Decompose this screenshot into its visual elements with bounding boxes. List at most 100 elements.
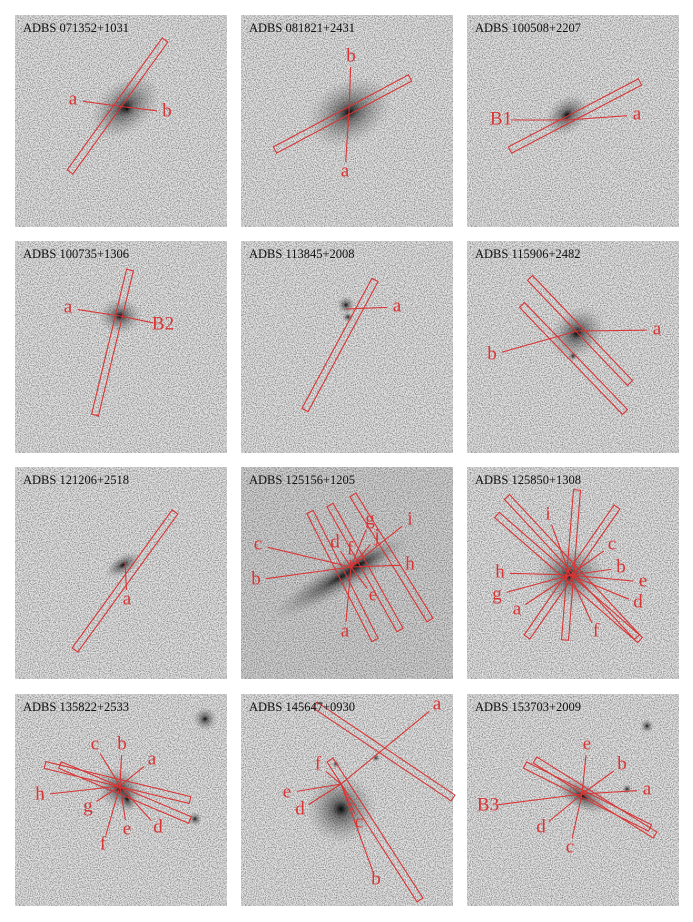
slit-label: a — [341, 160, 350, 181]
galaxy — [119, 101, 135, 117]
slit-label: f — [593, 620, 600, 641]
slit-label: c — [355, 811, 363, 832]
slit-label: a — [341, 620, 350, 641]
pointer-line — [119, 765, 145, 787]
slit — [272, 74, 413, 154]
slit-label: a — [643, 778, 652, 799]
panel: ADBS 100735+1306 a B2 — [15, 241, 227, 453]
pointer-line — [345, 306, 388, 310]
galaxy — [544, 93, 590, 137]
pointer-line — [501, 330, 578, 353]
slit-label: e — [123, 818, 131, 839]
pointer-line — [581, 754, 587, 795]
slit-label: h — [495, 561, 505, 582]
slit-label: h — [405, 553, 415, 574]
panel: ADBS 125156+1205 g i j c d f h b ea — [241, 467, 453, 679]
slit — [57, 761, 193, 824]
pointer-line — [340, 710, 430, 785]
slit-label: b — [487, 343, 497, 364]
galaxy — [188, 812, 202, 826]
slit-label: d — [295, 798, 305, 819]
slit-label: i — [407, 508, 412, 529]
slit-label: a — [64, 296, 73, 317]
slit — [301, 277, 379, 413]
pointer-line — [569, 574, 593, 624]
slit-label: e — [369, 584, 377, 605]
panel: ADBS 100508+2207 B1 a — [467, 15, 679, 227]
slit-label: g — [492, 583, 502, 604]
pointer-line — [308, 783, 342, 806]
pointer-line — [569, 568, 612, 576]
slit — [326, 502, 404, 633]
pointer-line — [77, 308, 121, 317]
panel-title: ADBS 081821+2431 — [249, 21, 355, 35]
pointer-line — [340, 551, 352, 568]
slit — [518, 301, 629, 416]
slit-label: b — [371, 868, 381, 889]
pointer-line — [350, 564, 401, 568]
pointer-line — [345, 566, 352, 623]
slit-label: d — [330, 531, 340, 552]
pointer-line — [576, 329, 648, 332]
pointer-line — [350, 544, 371, 568]
slit — [526, 274, 634, 387]
slit-label: d — [153, 816, 163, 837]
slit-label: a — [69, 88, 78, 109]
panel-title: ADBS 125850+1308 — [475, 473, 581, 487]
panel: ADBS 081821+2431 b a — [241, 15, 453, 227]
pointer-line — [82, 100, 126, 108]
pointer-line — [296, 783, 342, 792]
slit — [523, 504, 621, 640]
panel-title: ADBS 145647+0930 — [249, 700, 355, 714]
galaxy — [640, 719, 654, 733]
pointer-line — [581, 790, 638, 795]
panel: ADBS 125850+1308 i c h be g d a f — [467, 467, 679, 679]
slit-label: f — [100, 833, 107, 854]
slit-label: c — [91, 733, 99, 754]
slit — [349, 492, 434, 623]
pointer-line — [105, 785, 121, 836]
galaxy — [193, 707, 217, 731]
pointer-line — [267, 546, 352, 568]
slit — [71, 509, 179, 653]
slit-label: b — [117, 733, 127, 754]
slit — [522, 761, 653, 832]
slit-label: d — [633, 591, 643, 612]
pointer-line — [569, 550, 605, 576]
pointer-line — [119, 785, 152, 821]
galaxy — [622, 784, 632, 794]
slit-label: a — [393, 295, 402, 316]
panel-title: ADBS 125156+1205 — [249, 473, 355, 487]
slit-label: c — [254, 533, 262, 554]
pointer-line — [581, 770, 615, 795]
pointer-line — [566, 115, 628, 121]
slit-label: c — [566, 836, 574, 857]
panel: ADBS 113845+2008 a — [241, 241, 453, 453]
pointer-line — [96, 785, 121, 802]
galaxy — [568, 351, 578, 361]
pointer-line — [550, 524, 571, 576]
pointer-line — [124, 561, 128, 591]
pointer-line — [265, 566, 352, 580]
slit — [306, 509, 379, 643]
panel-title: ADBS 113845+2008 — [249, 247, 355, 261]
pointer-line — [119, 785, 126, 821]
galaxy — [104, 551, 142, 579]
pointer-line — [124, 106, 158, 112]
panel-title: ADBS 115906+2482 — [475, 247, 581, 261]
pointer-line — [49, 785, 121, 795]
slit-label: b — [251, 568, 261, 589]
slit — [43, 760, 192, 805]
slit-label: e — [639, 570, 647, 591]
slit-label: c — [608, 533, 616, 554]
slit-label: e — [283, 781, 291, 802]
slit — [326, 757, 424, 903]
slit — [503, 493, 641, 641]
panel: ADBS 121206+2518 a — [15, 467, 227, 679]
panel: ADBS 115906+2482 a b — [467, 241, 679, 453]
pointer-line — [525, 574, 571, 605]
image-noise — [15, 241, 227, 453]
panel-title: ADBS 100508+2207 — [475, 21, 581, 35]
slit-label: g — [83, 795, 93, 816]
galaxy — [337, 296, 355, 314]
